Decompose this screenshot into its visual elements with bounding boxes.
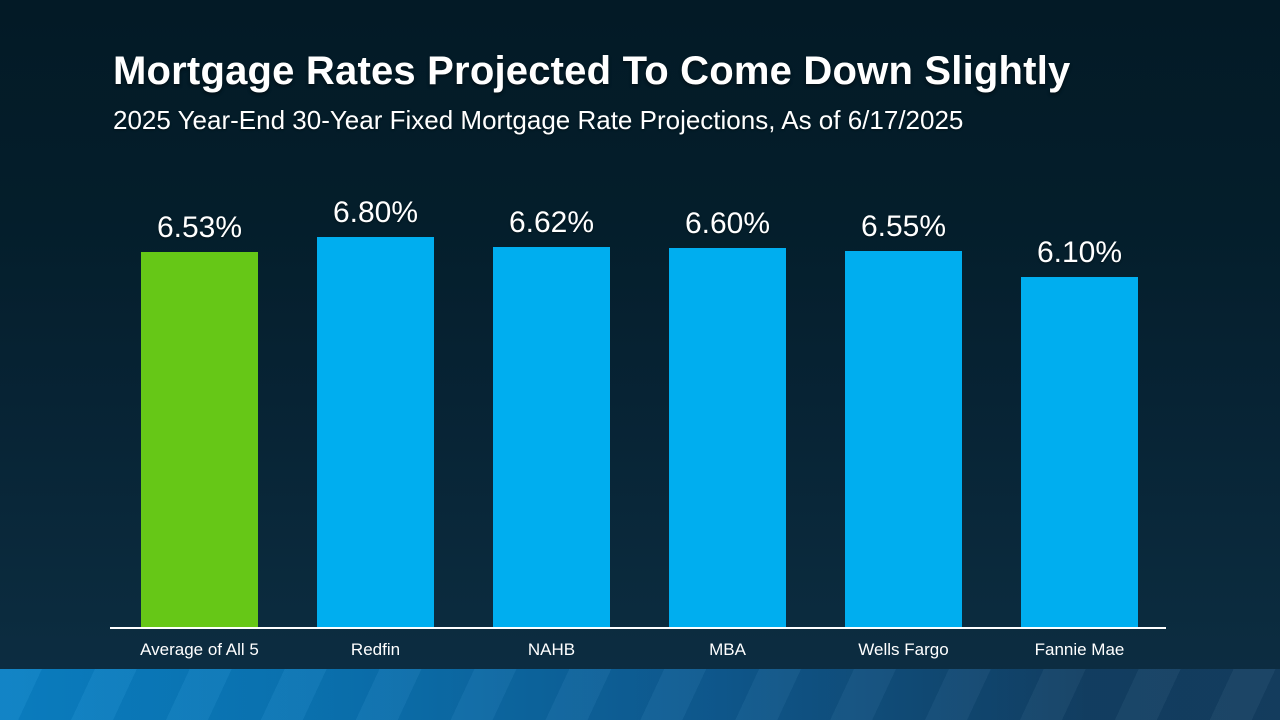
category-label-average-of-all-5: Average of All 5 (140, 640, 259, 659)
bar-wells-fargo (845, 251, 962, 627)
category-label-redfin: Redfin (350, 640, 401, 659)
slide-header: Mortgage Rates Projected To Come Down Sl… (113, 48, 1220, 135)
category-label-wells-fargo: Wells Fargo (858, 640, 949, 659)
value-label-mba: 6.60% (684, 207, 771, 240)
footer-accent-bar (0, 669, 1280, 720)
value-label-fannie-mae: 6.10% (1036, 236, 1123, 269)
x-axis-line (110, 627, 1166, 629)
category-label-nahb: NAHB (527, 640, 576, 659)
bar-redfin (317, 237, 434, 627)
bar-fannie-mae (1021, 277, 1138, 627)
bar-nahb (493, 247, 610, 627)
bar-average-of-all-5 (141, 252, 258, 627)
value-label-nahb: 6.62% (508, 206, 595, 239)
category-label-fannie-mae: Fannie Mae (1034, 640, 1125, 659)
slide-title: Mortgage Rates Projected To Come Down Sl… (113, 49, 1071, 93)
bar-mba (669, 248, 786, 627)
category-label-mba: MBA (709, 640, 746, 659)
value-label-redfin: 6.80% (332, 196, 419, 229)
slide-subtitle: 2025 Year-End 30-Year Fixed Mortgage Rat… (113, 105, 964, 135)
value-label-average-of-all-5: 6.53% (156, 211, 243, 244)
value-label-wells-fargo: 6.55% (860, 210, 947, 243)
